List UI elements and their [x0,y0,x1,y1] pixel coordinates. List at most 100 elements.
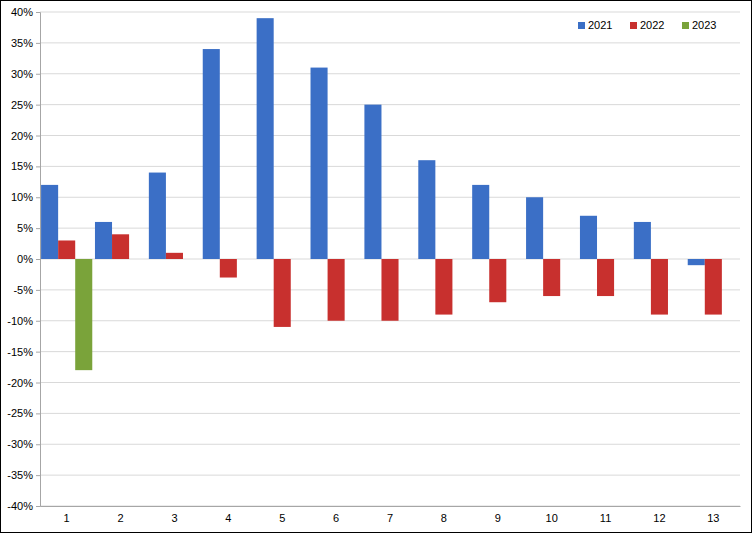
y-tick-label: 35% [11,37,33,49]
x-tick-label: 11 [600,512,611,524]
y-tick-label: 10% [11,191,33,203]
bar [203,49,220,259]
y-tick-mark [36,475,40,476]
y-tick-label: 15% [11,160,33,172]
grid-line [40,166,740,167]
series [75,259,92,370]
bar [651,259,668,315]
y-tick: 30% [11,68,40,80]
x-tick: 4 [225,512,231,524]
bar [149,173,166,259]
y-tick-mark [36,136,40,137]
y-tick: 0% [17,253,40,265]
y-tick-label: -40% [7,500,33,512]
grid-line [40,104,740,105]
y-axis: -40% -35% -30% -25% -20% -15% -10% -5% 0% 5% 10% 15… [7,6,40,512]
x-tick: 6 [333,512,339,524]
y-tick-mark [36,413,40,414]
bar [597,259,614,296]
x-tick: 11 [600,512,611,524]
bar [526,197,543,259]
y-tick: -15% [7,346,40,358]
y-tick-mark [36,43,40,44]
series [41,18,705,265]
x-tick: 7 [387,512,393,524]
y-tick-mark [36,105,40,106]
y-tick-label: 25% [11,99,33,111]
legend-swatch [682,22,689,29]
x-tick: 12 [653,512,665,524]
y-tick-label: -10% [7,315,33,327]
x-tick: 1 [64,512,70,524]
bar [580,216,597,259]
y-tick: 15% [11,160,40,172]
x-tick-label: 4 [225,512,231,524]
y-tick-label: -5% [13,284,33,296]
y-tick-label: -25% [7,407,33,419]
bar [220,259,237,278]
grid-line [40,12,740,13]
bar [489,259,506,302]
x-tick: 8 [441,512,447,524]
grid-line [40,506,740,507]
x-tick-label: 7 [387,512,393,524]
x-tick-label: 3 [171,512,177,524]
y-tick: 35% [11,37,40,49]
y-tick-label: 0% [17,253,33,265]
y-tick-mark [36,12,40,13]
grid-line [40,444,740,445]
y-tick-label: 20% [11,130,33,142]
legend-label: 2023 [692,19,716,31]
y-tick-label: -30% [7,438,33,450]
bar [381,259,398,321]
grid-line [40,413,740,414]
x-tick: 2 [117,512,123,524]
y-tick-label: 5% [17,222,33,234]
y-tick: 20% [11,130,40,142]
y-tick-mark [36,321,40,322]
grid-line [40,351,740,352]
x-tick-label: 5 [279,512,285,524]
series [58,234,722,327]
y-tick-label: -35% [7,469,33,481]
x-tick: 5 [279,512,285,524]
legend-label: 2021 [588,19,612,31]
bar [705,259,722,315]
y-tick-mark [36,290,40,291]
bar [166,253,183,259]
x-tick-label: 6 [333,512,339,524]
y-tick: -40% [7,500,40,512]
y-tick-label: -20% [7,377,33,389]
y-tick: -35% [7,469,40,481]
bar [112,234,129,259]
grid [40,12,740,506]
bar [543,259,560,296]
y-tick: -5% [13,284,40,296]
x-tick: 3 [171,512,177,524]
legend-item: 2021 [578,19,612,31]
x-tick-label: 2 [117,512,123,524]
bar [58,240,75,259]
bar [688,259,705,265]
y-tick: -30% [7,438,40,450]
legend-swatch [630,22,637,29]
x-tick: 13 [707,512,719,524]
y-tick-mark [36,259,40,260]
grid-line [40,42,740,43]
y-tick-mark [36,383,40,384]
bar [634,222,651,259]
x-tick-label: 1 [64,512,70,524]
chart-frame [1,1,752,533]
y-tick-mark [36,506,40,507]
y-tick: -10% [7,315,40,327]
y-tick-mark [36,444,40,445]
bar [472,185,489,259]
legend: 202120222023 [578,19,716,31]
chart: -40%-35%-30%-25%-20%-15%-10%-5%0%5%10%15… [0,0,752,533]
bar [435,259,452,315]
y-tick: 40% [11,6,40,18]
bars [41,18,722,370]
bar [274,259,291,327]
x-tick-label: 8 [441,512,447,524]
bar [311,68,328,259]
